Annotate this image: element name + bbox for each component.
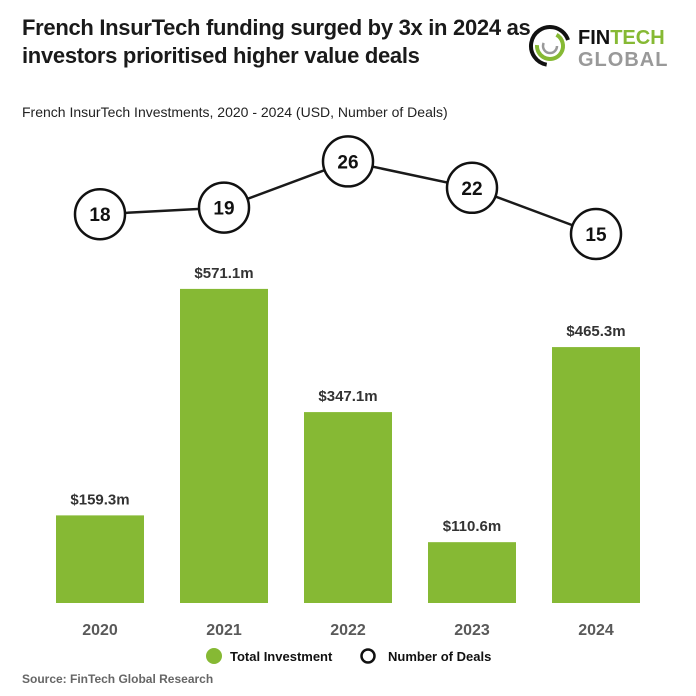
- legend-total-investment: Total Investment: [230, 649, 333, 664]
- bar-2020: [56, 515, 144, 603]
- bar-label-2020: $159.3m: [70, 491, 129, 508]
- x-tick-2024: 2024: [578, 622, 614, 639]
- x-tick-2022: 2022: [330, 622, 366, 639]
- svg-text:GLOBAL: GLOBAL: [578, 49, 668, 71]
- chart-subtitle: French InsurTech Investments, 2020 - 202…: [22, 104, 448, 120]
- fintech-global-logo: FINTECH GLOBAL: [529, 25, 668, 71]
- x-tick-2023: 2023: [454, 622, 490, 639]
- legend-bar-swatch: [206, 648, 222, 664]
- deals-point-2023: [445, 161, 499, 215]
- deals-label-2022: 26: [337, 152, 358, 173]
- x-tick-2021: 2021: [206, 622, 242, 639]
- bar-label-2021: $571.1m: [194, 265, 253, 282]
- bar-2023: [428, 542, 516, 603]
- bar-label-2023: $110.6m: [443, 518, 501, 535]
- deals-label-2023: 22: [461, 179, 482, 200]
- page-title: French InsurTech funding surged by 3x in…: [22, 15, 531, 68]
- deals-point-2022: [321, 135, 375, 188]
- deals-point-2024: [569, 207, 623, 261]
- bar-label-2022: $347.1m: [318, 388, 377, 405]
- x-tick-2020: 2020: [82, 622, 118, 639]
- legend-number-of-deals: Number of Deals: [388, 649, 491, 664]
- deals-label-2020: 18: [89, 205, 110, 226]
- source-note: Source: FinTech Global Research: [22, 672, 214, 686]
- deals-point-2020: [73, 187, 127, 241]
- bar-2021: [180, 288, 268, 603]
- legend-line-swatch: [360, 648, 376, 664]
- deals-label-2024: 15: [585, 225, 607, 246]
- bar-2024: [552, 347, 640, 603]
- deals-label-2021: 19: [213, 199, 234, 220]
- bar-label-2024: $465.3m: [566, 323, 625, 340]
- svg-text:FINTECH: FINTECH: [578, 27, 665, 49]
- deals-point-2021: [197, 181, 251, 234]
- bar-2022: [304, 412, 392, 603]
